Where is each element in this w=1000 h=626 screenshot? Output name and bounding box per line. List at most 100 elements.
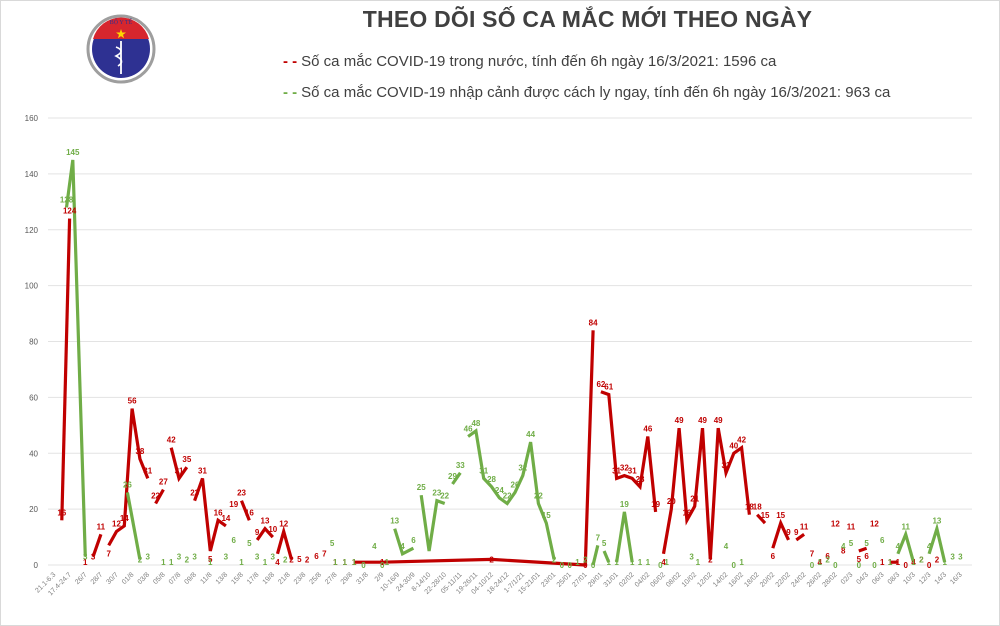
data-point-label: 5 xyxy=(849,539,854,548)
data-point-label: 4 xyxy=(911,558,916,567)
x-axis-tick: 04/02 xyxy=(634,571,651,588)
x-axis-tick-labels: 21.1-6.317.4-24.7 26/7 28/7 30/7 01/8 03/8 05/… xyxy=(34,571,964,597)
data-point-label: 1 xyxy=(664,558,669,567)
x-axis-tick: 16/02 xyxy=(728,571,745,588)
x-axis-tick: 29/01 xyxy=(587,571,604,588)
data-point-label: 6 xyxy=(771,552,776,561)
data-point-label: 42 xyxy=(737,436,746,445)
data-point-label: 1 xyxy=(352,558,357,567)
x-axis-tick: 28/7 xyxy=(90,571,105,586)
data-point-label: 16 xyxy=(682,508,691,517)
svg-text:BỘ Y TẾ: BỘ Y TẾ xyxy=(110,18,133,26)
x-axis-tick: 08/3 xyxy=(887,571,902,586)
data-point-label: 11 xyxy=(847,522,856,531)
x-axis-tick: 06/02 xyxy=(650,571,667,588)
imported-cases-line xyxy=(393,528,415,557)
data-point-label: 1 xyxy=(333,558,338,567)
x-axis-tick: 24/02 xyxy=(790,571,807,588)
data-point-label: 12 xyxy=(831,519,840,528)
data-point-label: 49 xyxy=(698,416,707,425)
x-axis-tick: 11/8 xyxy=(199,571,213,585)
x-axis-tick: 31/8 xyxy=(355,571,370,586)
data-point-label: 1 xyxy=(739,558,744,567)
data-point-label: 26 xyxy=(123,480,132,489)
data-point-label: 0 xyxy=(833,561,838,570)
data-point-label: 1 xyxy=(911,558,916,567)
domestic-cases-line xyxy=(795,533,806,542)
imported-cases-line xyxy=(591,545,600,566)
x-axis-tick: 08/02 xyxy=(665,571,682,588)
data-point-label: 3 xyxy=(689,553,694,562)
ministry-of-health-logo: BỘ Y TẾ xyxy=(85,12,157,84)
data-point-label: 5 xyxy=(427,539,432,548)
data-point-label: 3 xyxy=(83,553,88,562)
legend-label-domestic: Số ca mắc COVID-19 trong nước, tính đến … xyxy=(301,53,777,70)
data-point-label: 29 xyxy=(448,472,457,481)
data-point-label: 42 xyxy=(167,436,176,445)
data-point-label: 7 xyxy=(810,549,815,558)
x-axis-tick: 27/01 xyxy=(571,571,588,588)
data-point-label: 23 xyxy=(237,489,246,498)
x-axis-tick: 23/01 xyxy=(540,571,557,588)
data-point-label: 0 xyxy=(583,561,588,570)
x-axis-tick: 25/8 xyxy=(308,571,323,586)
data-point-label: 6 xyxy=(880,536,885,545)
domestic-cases-line xyxy=(255,526,274,541)
data-point-label: 32 xyxy=(518,464,527,473)
data-point-label: 1 xyxy=(880,558,885,567)
y-axis-tick: 120 xyxy=(25,226,39,235)
data-point-label: 35 xyxy=(182,455,191,464)
data-point-label: 0 xyxy=(658,561,663,570)
data-point-label: 4 xyxy=(818,558,823,567)
x-axis-tick: 15/8 xyxy=(230,571,245,586)
data-point-label: 18 xyxy=(745,503,754,512)
data-point-label: 1 xyxy=(342,558,347,567)
data-point-label: 3 xyxy=(177,553,182,562)
data-point-label: 19 xyxy=(229,500,238,509)
data-point-label: 1 xyxy=(342,558,347,567)
x-axis-tick: 22/02 xyxy=(775,571,792,588)
data-point-label: 49 xyxy=(714,416,723,425)
data-point-label: 10 xyxy=(268,525,277,534)
data-point-label: 1 xyxy=(818,558,823,567)
series-lines xyxy=(60,159,947,567)
data-point-label: 3 xyxy=(224,553,229,562)
data-point-label: 2 xyxy=(825,555,830,564)
data-point-label: 1 xyxy=(380,558,385,567)
data-point-label: 4 xyxy=(661,558,666,567)
data-point-label: 12 xyxy=(112,519,121,528)
domestic-cases-line xyxy=(858,546,868,553)
domestic-cases-line xyxy=(154,488,165,505)
data-point-label: 25 xyxy=(417,483,426,492)
x-axis-tick: 07/8 xyxy=(168,571,183,586)
y-axis-tick: 0 xyxy=(34,561,39,570)
x-axis-tick: 13/8 xyxy=(215,571,230,586)
data-point-label: 1 xyxy=(888,558,893,567)
data-point-label: 0 xyxy=(732,561,737,570)
y-axis-tick: 60 xyxy=(29,393,38,402)
data-point-label: 33 xyxy=(456,461,465,470)
imported-cases-line xyxy=(467,428,556,560)
x-axis-tick: 16/3 xyxy=(949,571,964,586)
x-axis-tick: 01/8 xyxy=(121,571,136,586)
data-point-label: 40 xyxy=(729,441,738,450)
data-point-label: 3 xyxy=(91,553,96,562)
data-point-label: 16 xyxy=(245,508,254,517)
imported-cases-line xyxy=(927,522,947,563)
data-point-label: 5 xyxy=(857,555,862,564)
y-axis-tick: 20 xyxy=(29,505,38,514)
legend-marker-green: - - xyxy=(283,84,298,101)
data-point-label: 4 xyxy=(372,542,377,551)
data-point-label: 1 xyxy=(385,558,390,567)
data-point-label: 46 xyxy=(464,424,473,433)
x-axis-tick: 12/02 xyxy=(696,571,713,588)
data-point-label: 6 xyxy=(864,552,869,561)
data-point-label: 18 xyxy=(753,503,762,512)
data-point-label: 28 xyxy=(487,475,496,484)
data-point-label: 4 xyxy=(841,542,846,551)
x-axis-tick: 06/3 xyxy=(871,571,886,586)
data-point-label: 3 xyxy=(255,553,260,562)
x-axis-tick: 31/01 xyxy=(603,571,620,588)
data-point-label: 6 xyxy=(231,536,236,545)
data-point-label: 3 xyxy=(146,553,151,562)
